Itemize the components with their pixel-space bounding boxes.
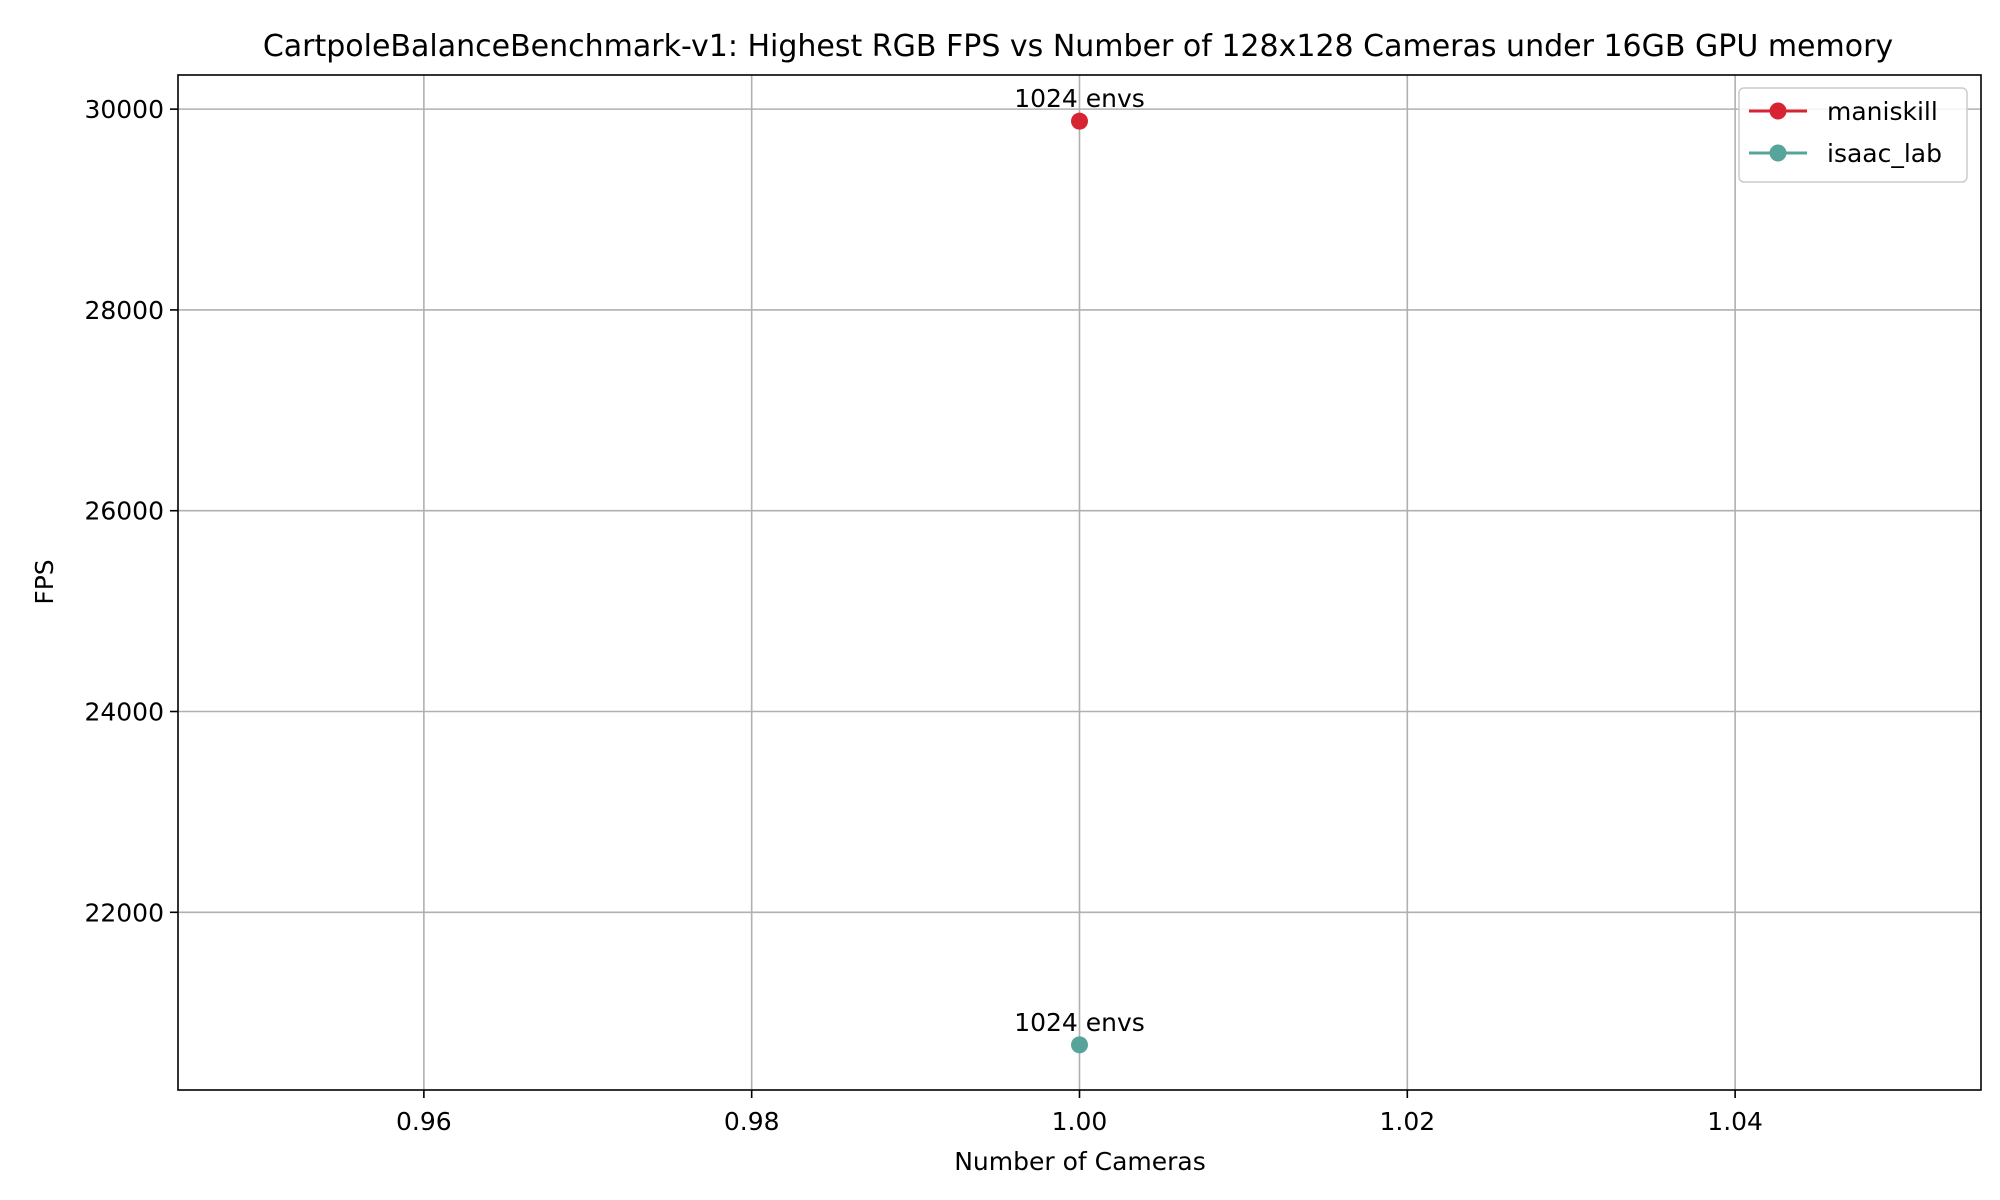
legend-label: isaac_lab [1827, 139, 1942, 168]
data-series: 1024 envs 1024 envs [1014, 84, 1145, 1054]
legend-entry-isaac-lab: isaac_lab [1749, 139, 1942, 168]
data-point [1071, 1036, 1088, 1054]
axis-ticks: 0.96 0.98 1.00 1.02 1.04 22000 24000 26000 28000… [84, 95, 1763, 1136]
y-tick-label: 26000 [84, 497, 164, 526]
grid-lines [178, 75, 1981, 1090]
legend-marker [1769, 102, 1787, 120]
x-tick-label: 0.96 [396, 1107, 452, 1136]
data-point-label: 1024 envs [1014, 84, 1145, 113]
x-tick-label: 1.02 [1379, 1107, 1435, 1136]
y-axis-label: FPS [30, 559, 59, 604]
legend: maniskill isaac_lab [1738, 87, 1968, 183]
y-tick-label: 22000 [84, 898, 164, 927]
x-axis-label: Number of Cameras [954, 1147, 1206, 1176]
series-maniskill: 1024 envs [1014, 84, 1145, 130]
x-tick-label: 1.00 [1052, 1107, 1108, 1136]
legend-marker [1769, 144, 1787, 162]
series-isaac-lab: 1024 envs [1014, 1008, 1145, 1054]
data-point [1071, 112, 1088, 130]
legend-label: maniskill [1827, 97, 1938, 126]
x-tick-label: 0.98 [724, 1107, 780, 1136]
legend-entry-maniskill: maniskill [1749, 97, 1938, 126]
y-tick-label: 28000 [84, 296, 164, 325]
y-tick-label: 30000 [84, 95, 164, 124]
x-tick-label: 1.04 [1707, 1107, 1763, 1136]
chart-title: CartpoleBalanceBenchmark-v1: Highest RGB… [263, 29, 1893, 64]
data-point-label: 1024 envs [1014, 1008, 1145, 1037]
y-tick-label: 24000 [84, 698, 164, 727]
